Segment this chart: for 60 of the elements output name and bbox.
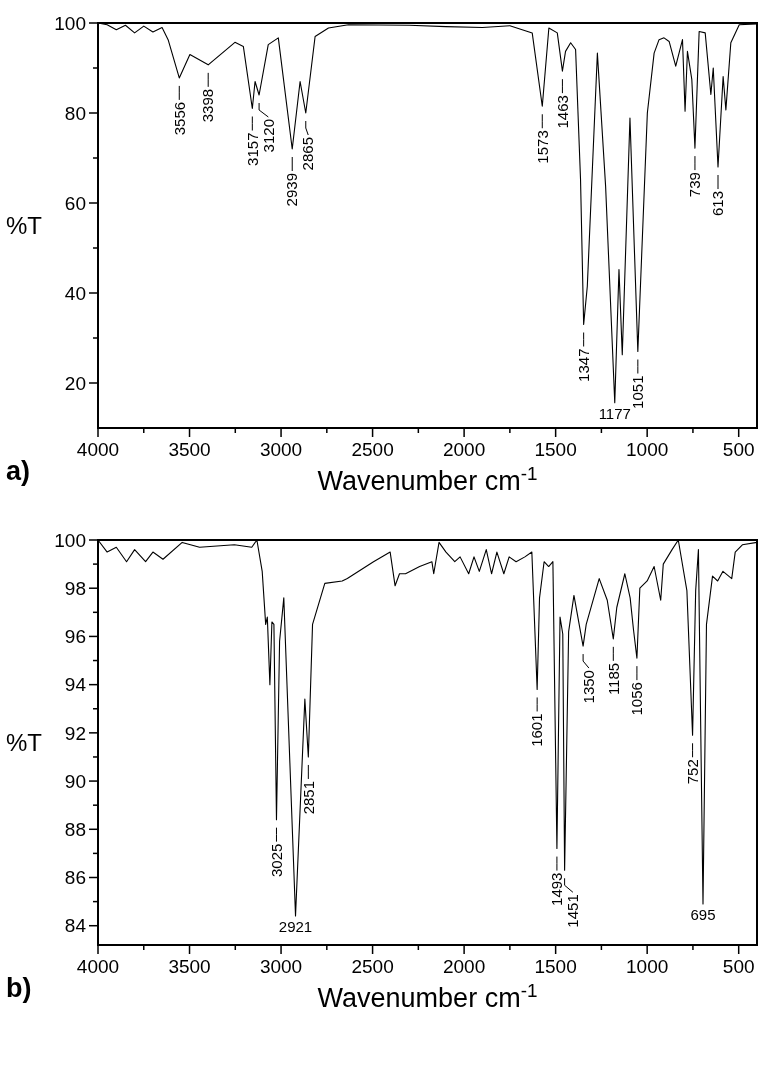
y-axis-title: %T (6, 728, 43, 756)
x-tick-label: 1000 (626, 439, 669, 460)
annotation: 1347 (574, 348, 592, 382)
annotation: 3157 (243, 132, 261, 166)
annotation: 1350 (580, 670, 598, 704)
y-tick-label: 80 (64, 102, 86, 124)
y-tick-label: 92 (64, 722, 86, 744)
x-tick-label: 3500 (168, 439, 211, 460)
x-tick-label: 2000 (442, 956, 486, 977)
annotation: 2939 (283, 173, 301, 207)
annotation: 1573 (533, 130, 551, 164)
x-tick-label: 500 (722, 439, 755, 460)
y-tick-label: 98 (64, 577, 86, 599)
annotation: 752 (683, 759, 701, 785)
annotation: 739 (686, 172, 704, 198)
x-axis-title: Wavenumber cm$^{-1}$ (317, 462, 538, 496)
y-tick-label: 94 (64, 674, 87, 696)
y-tick-label: 100 (54, 529, 86, 551)
annotation: 1177 (598, 404, 631, 422)
annotation: 1463 (553, 95, 571, 129)
annotation: 3120 (259, 119, 277, 153)
annotation: 1493 (548, 872, 566, 906)
x-tick-label: 4000 (76, 439, 120, 460)
text: b) (6, 973, 32, 1003)
annotation: 613 (709, 191, 727, 217)
text: a) (6, 456, 31, 486)
x-tick-label: 500 (722, 956, 755, 977)
annotation: 2865 (299, 137, 317, 171)
y-tick-label: 60 (64, 192, 86, 214)
y-tick-label: 90 (64, 770, 86, 792)
x-tick-label: 3500 (168, 956, 211, 977)
y-tick-label: 40 (64, 282, 86, 304)
y-tick-label: 86 (64, 867, 86, 889)
y-tick-label: 96 (64, 626, 86, 648)
annotation: 3025 (267, 843, 285, 878)
annotation: 2851 (299, 780, 317, 815)
x-tick-label: 4000 (76, 956, 120, 977)
x-tick-label: 2000 (442, 439, 486, 460)
x-tick-label: 2500 (351, 956, 394, 977)
x-axis-title: Wavenumber cm$^{-1}$ (317, 979, 538, 1013)
y-tick-label: 100 (54, 12, 86, 34)
x-tick-label: 1500 (534, 956, 577, 977)
x-tick-label: 3000 (259, 956, 303, 977)
x-tick-label: 1500 (534, 439, 577, 460)
x-tick-label: 1000 (626, 956, 669, 977)
annotation: 3556 (170, 101, 188, 136)
x-tick-label: 3000 (259, 439, 303, 460)
annotation: 1185 (604, 662, 622, 696)
annotation: 1051 (629, 375, 647, 409)
y-tick-label: 84 (64, 915, 87, 937)
annotation: 695 (690, 906, 716, 924)
y-tick-label: 20 (64, 372, 86, 394)
annotation: 2921 (278, 918, 313, 936)
annotation: 1451 (564, 894, 582, 928)
annotation: 1056 (628, 682, 646, 716)
y-axis-title: %T (6, 211, 43, 239)
annotation: 1601 (528, 713, 546, 747)
x-tick-label: 2500 (351, 439, 394, 460)
annotation: 3398 (199, 88, 217, 123)
y-tick-label: 88 (64, 818, 86, 840)
